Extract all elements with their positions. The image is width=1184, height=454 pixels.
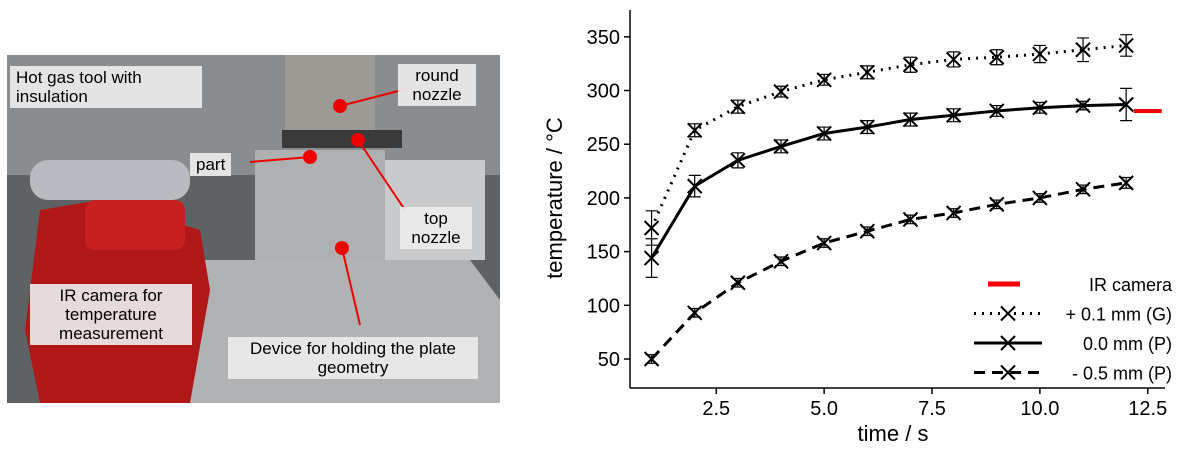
data-point <box>989 49 1005 65</box>
pointer <box>357 139 406 211</box>
data-point <box>1118 37 1134 54</box>
data-point <box>816 125 832 142</box>
y-axis-label: temperature / °C <box>542 117 567 279</box>
photo-label: round nozzle <box>398 64 476 106</box>
data-point <box>773 138 789 155</box>
legend-label: 0.0 mm (P) <box>1083 334 1172 354</box>
data-point <box>687 305 703 321</box>
y-tick-label: 100 <box>587 295 620 317</box>
photo-label: Hot gas tool with insulation <box>10 66 202 108</box>
data-point <box>945 51 962 68</box>
legend-marker <box>1000 364 1016 381</box>
pointer <box>341 247 361 326</box>
data-point <box>945 205 962 221</box>
y-tick-label: 250 <box>587 134 620 156</box>
legend-marker <box>1000 335 1016 351</box>
photo-label: top nozzle <box>400 207 472 249</box>
y-tick-label: 50 <box>598 349 620 371</box>
data-point <box>730 275 746 291</box>
legend-marker <box>1000 305 1016 322</box>
y-tick-label: 150 <box>587 242 620 264</box>
photo-label: IR camera for temperature measurement <box>30 284 192 345</box>
heater-fins <box>285 55 375 130</box>
data-point <box>1118 96 1134 113</box>
data-point <box>643 220 660 236</box>
series-line <box>650 43 1127 229</box>
x-tick-label: 10.0 <box>1020 398 1059 420</box>
block <box>255 150 385 270</box>
data-point <box>945 107 962 123</box>
photo-label: part <box>190 153 232 176</box>
data-point <box>1075 97 1091 114</box>
legend-label: IR camera <box>1089 275 1173 295</box>
marker-dot <box>333 99 347 113</box>
data-point <box>1032 190 1048 206</box>
data-point <box>902 57 919 73</box>
marker-dot <box>335 241 349 255</box>
data-point <box>1075 181 1091 198</box>
legend-label: - 0.5 mm (P) <box>1072 364 1172 384</box>
photo-label: Device for holding the plate geometry <box>228 337 478 379</box>
pipe <box>30 160 190 200</box>
ir-camera-top <box>85 200 185 250</box>
data-point <box>902 111 919 128</box>
data-point <box>859 223 876 239</box>
marker-dot <box>303 150 317 164</box>
legend-label: + 0.1 mm (G) <box>1065 305 1172 325</box>
data-point <box>687 122 703 138</box>
nozzle <box>282 130 402 148</box>
data-point <box>773 253 789 269</box>
x-axis-label: time / s <box>858 421 929 446</box>
data-point <box>989 103 1005 119</box>
data-point <box>859 64 876 80</box>
x-tick-label: 2.5 <box>702 398 730 420</box>
data-point <box>643 250 660 266</box>
data-point <box>643 351 660 367</box>
data-point <box>730 152 746 169</box>
x-tick-label: 5.0 <box>810 398 838 420</box>
data-point <box>730 98 746 115</box>
data-point <box>859 119 876 135</box>
data-point <box>1075 42 1091 58</box>
data-point <box>816 72 832 88</box>
data-point <box>1032 46 1048 62</box>
data-point <box>687 178 703 194</box>
series-line <box>650 181 1127 361</box>
series-line <box>650 103 1127 259</box>
data-point <box>989 196 1005 213</box>
data-point <box>773 83 789 100</box>
data-point <box>1118 175 1134 191</box>
marker-dot <box>351 133 365 147</box>
data-point <box>816 235 832 251</box>
x-tick-label: 12.5 <box>1128 398 1167 420</box>
data-point <box>1032 100 1048 116</box>
x-tick-label: 7.5 <box>918 398 946 420</box>
y-tick-label: 350 <box>587 27 620 49</box>
pointer <box>249 156 311 163</box>
data-point <box>902 211 919 228</box>
y-tick-label: 300 <box>587 81 620 103</box>
y-tick-label: 200 <box>587 188 620 210</box>
